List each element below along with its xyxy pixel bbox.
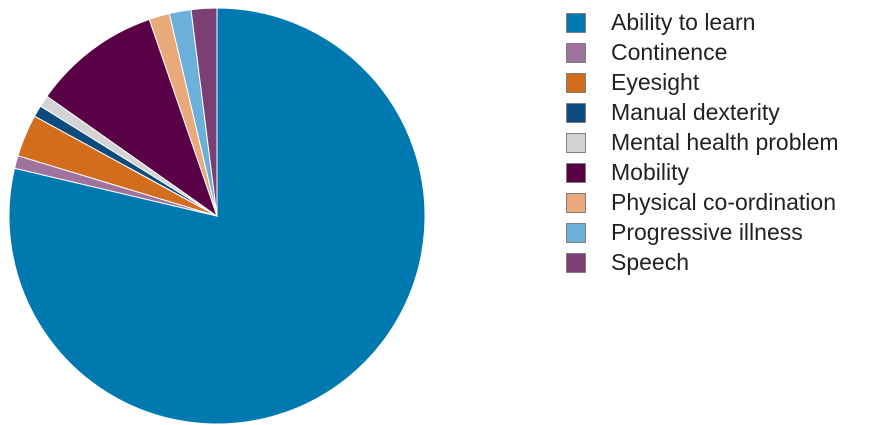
legend-label: Manual dexterity bbox=[611, 99, 780, 125]
legend-item: Continence bbox=[566, 39, 839, 66]
legend-item: Manual dexterity bbox=[566, 99, 839, 126]
pie-slice-ability-to-learn bbox=[8, 7, 426, 425]
legend-swatch bbox=[566, 12, 586, 33]
legend-swatch bbox=[566, 72, 586, 93]
legend-label: Speech bbox=[611, 249, 690, 275]
legend-item: Physical co-ordination bbox=[566, 189, 839, 216]
legend-swatch bbox=[566, 252, 586, 273]
legend-swatch bbox=[566, 222, 586, 243]
legend-label: Ability to learn bbox=[611, 9, 756, 35]
legend-item: Mobility bbox=[566, 159, 839, 186]
pie-slice-mobility bbox=[46, 18, 218, 218]
legend-label: Physical co-ordination bbox=[611, 189, 837, 215]
legend-label: Mental health problem bbox=[611, 129, 839, 155]
legend-item: Eyesight bbox=[566, 69, 839, 96]
legend-item: Mental health problem bbox=[566, 129, 839, 156]
legend-item: Ability to learn bbox=[566, 9, 839, 36]
chart-legend: Ability to learn Continence Eyesight Manual… bbox=[566, 9, 839, 279]
legend-label: Eyesight bbox=[611, 69, 700, 95]
pie-slice-speech bbox=[190, 7, 218, 217]
legend-swatch bbox=[566, 162, 586, 183]
legend-label: Continence bbox=[611, 39, 728, 65]
legend-label: Progressive illness bbox=[611, 219, 803, 245]
legend-swatch bbox=[566, 192, 586, 213]
legend-item: Speech bbox=[566, 249, 839, 276]
legend-item: Progressive illness bbox=[566, 219, 839, 246]
legend-swatch bbox=[566, 132, 586, 153]
legend-swatch bbox=[566, 102, 586, 123]
legend-label: Mobility bbox=[611, 159, 689, 185]
legend-swatch bbox=[566, 42, 586, 63]
